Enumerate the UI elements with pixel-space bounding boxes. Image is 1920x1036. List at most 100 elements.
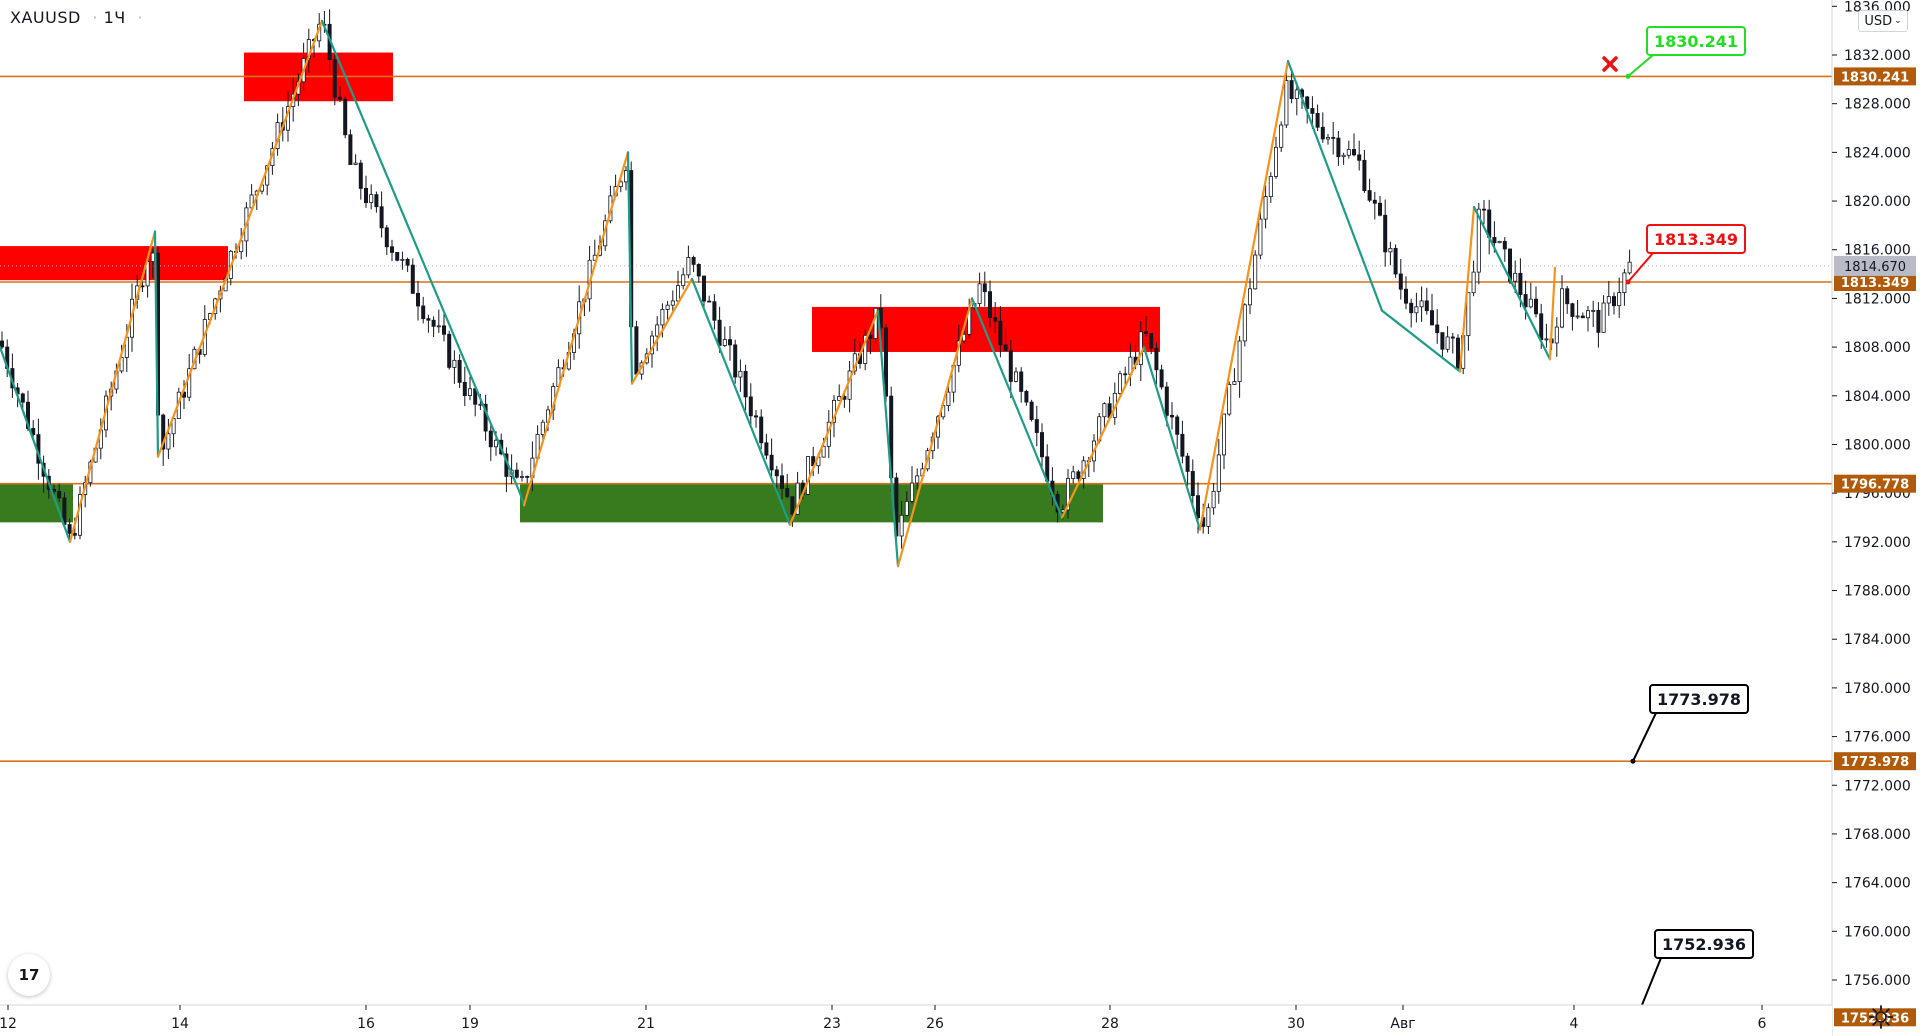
gear-icon[interactable] (1868, 1004, 1894, 1030)
candle-body (910, 482, 915, 502)
candle-body (1383, 214, 1388, 253)
candle-body (1414, 306, 1419, 314)
candle-body (681, 274, 686, 287)
candle-body (1123, 373, 1128, 376)
candle-body (389, 246, 394, 253)
candle-body (1242, 304, 1247, 342)
candle-body (1476, 208, 1481, 273)
candle-body (1014, 371, 1019, 382)
candle-body (676, 285, 681, 302)
candle-body (514, 469, 519, 478)
horizontal-levels (0, 75, 1832, 1019)
level-price-tag-text: 1773.978 (1841, 755, 1909, 770)
candle-body (1528, 298, 1533, 308)
candle-body (1456, 337, 1461, 369)
candle-body (712, 301, 717, 321)
symbol-title[interactable]: XAUUSD · 1Ч · (10, 8, 143, 27)
zigzag-down-segment (1380, 309, 1462, 373)
candle-body (1326, 136, 1331, 140)
candle-body (457, 359, 462, 383)
candle-body (447, 333, 452, 368)
candle-body (863, 334, 868, 364)
zigzag-up-segment (788, 309, 880, 526)
callout-text: 1813.349 (1654, 230, 1738, 249)
candle-body (1502, 240, 1507, 250)
level-price-tag (1834, 752, 1916, 771)
candle-body (686, 257, 691, 276)
candle-body (899, 514, 904, 537)
candle-body (421, 305, 426, 320)
time-tick-label: 23 (823, 1016, 841, 1032)
level-price-tag-text: 1796.778 (1841, 478, 1909, 493)
candle-body (1175, 416, 1180, 435)
candle-body (1144, 331, 1149, 334)
candle-body (452, 359, 457, 368)
time-tick-label: 19 (461, 1016, 479, 1032)
zigzag-up-segment (1458, 206, 1476, 373)
zigzag-up-segment (226, 19, 324, 276)
candle-body (1253, 254, 1258, 290)
candle-body (1539, 313, 1544, 341)
candle-body (57, 490, 62, 499)
level-price-tag (1834, 67, 1916, 86)
price-tick-label: 1800.000 (1844, 437, 1911, 453)
candle-body (441, 325, 446, 335)
candle-body (1170, 414, 1175, 418)
candle-body (1034, 419, 1039, 433)
candle-body (670, 300, 675, 306)
candle-body (1331, 136, 1336, 139)
callout-pointer (1627, 252, 1669, 283)
candle-body (915, 475, 920, 484)
candle-body (717, 319, 722, 346)
callout-pointer (1627, 54, 1669, 78)
candle-body (1040, 432, 1045, 458)
candle-body (187, 368, 192, 398)
zigzag-up-segment (156, 272, 230, 458)
candle-body (1222, 413, 1227, 456)
candle-body (1466, 292, 1471, 337)
tradingview-logo-icon[interactable]: 17 (8, 954, 50, 996)
callout-box (1654, 929, 1754, 959)
candle-body (161, 414, 166, 450)
zigzag-down-segment (153, 230, 160, 458)
candle-body (31, 428, 36, 436)
candle-body (998, 320, 1003, 346)
candle-body (1346, 149, 1351, 156)
candle-body (1102, 403, 1107, 418)
level-price-tag-text: 1752.936 (1841, 1011, 1909, 1026)
candle-body (982, 283, 987, 293)
candle-body (493, 439, 498, 448)
candle-body (358, 162, 363, 189)
candle-body (821, 445, 826, 458)
candle-body (977, 283, 982, 304)
candle-body (1284, 80, 1289, 126)
zigzag-down-segment (0, 346, 72, 543)
candle-body (1445, 336, 1450, 350)
price-tick-label: 1772.000 (1844, 778, 1911, 794)
candle-body (384, 227, 389, 248)
candle-body (759, 416, 764, 444)
candle-body (1580, 315, 1585, 319)
candle-body (1435, 324, 1440, 334)
supply-zone (0, 246, 228, 281)
price-tick-label: 1792.000 (1844, 535, 1911, 551)
callout-text: 1830.241 (1654, 32, 1738, 51)
time-tick-label: 12 (0, 1016, 17, 1032)
candle-body (520, 476, 525, 478)
candle-body (0, 340, 4, 348)
candle-body (353, 162, 358, 165)
candle-body (733, 344, 738, 378)
candle-body (988, 291, 993, 318)
candle-body (1138, 331, 1143, 365)
callout-box (1649, 684, 1749, 714)
currency-selector[interactable]: USD ⌄ (1858, 10, 1908, 32)
candle-body (332, 59, 337, 98)
price-tick-label: 1824.000 (1844, 145, 1911, 161)
zigzag-lines (0, 19, 1557, 568)
candle-body (1019, 371, 1024, 392)
candle-body (1586, 310, 1591, 319)
level-price-tag (1834, 474, 1916, 493)
candle-body (764, 442, 769, 456)
